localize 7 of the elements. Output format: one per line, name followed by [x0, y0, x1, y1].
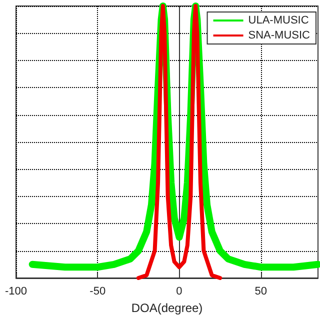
x-tick-label: 50: [254, 286, 267, 298]
x-tick-label: 0: [176, 286, 182, 298]
legend-label: SNA-MUSIC: [248, 30, 310, 42]
x-tick-label: -50: [90, 286, 106, 298]
x-axis-title: DOA(degree): [131, 301, 203, 315]
x-tick-label: -100: [4, 286, 28, 298]
legend-label: ULA-MUSIC: [248, 14, 309, 26]
